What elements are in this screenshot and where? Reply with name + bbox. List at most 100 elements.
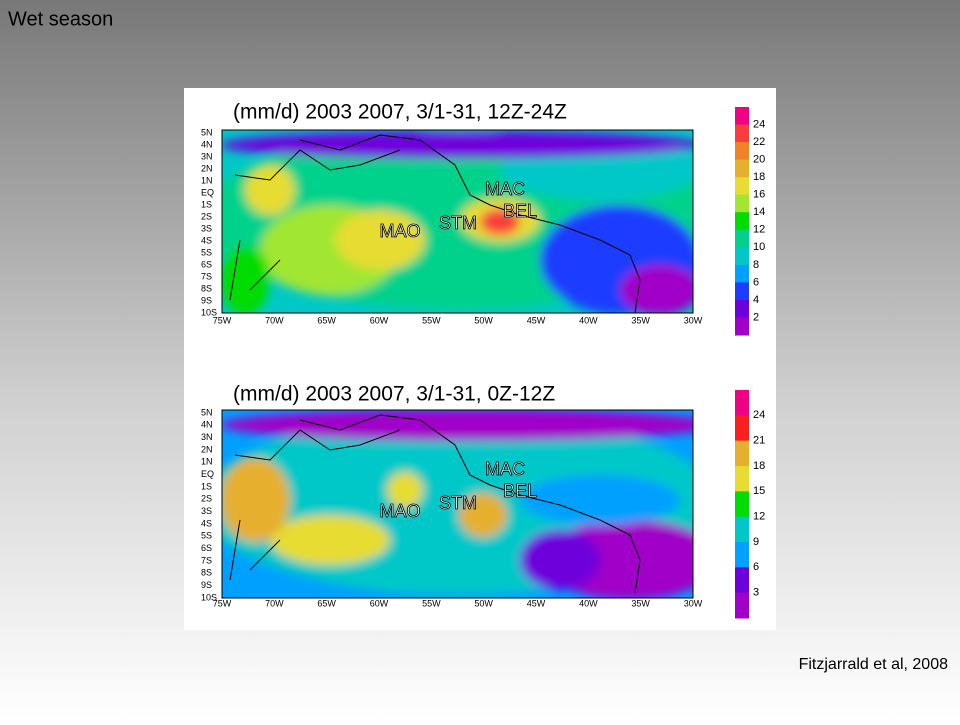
colorbar-label: 20 xyxy=(753,154,765,166)
place-label: STM xyxy=(439,213,477,233)
place-label: MAO xyxy=(379,221,420,241)
lon-label: 60W xyxy=(370,315,389,325)
lat-label: EQ xyxy=(201,469,214,479)
lat-label: 3N xyxy=(201,432,213,442)
coastline xyxy=(299,134,641,313)
lat-label: 5S xyxy=(201,531,212,541)
colorbar-label: 6 xyxy=(753,561,759,573)
colorbar-label: 18 xyxy=(753,171,765,183)
colorbar-box xyxy=(735,124,749,143)
colorbar-label: 18 xyxy=(753,460,765,472)
lat-label: 2N xyxy=(201,163,213,173)
place-label: BEL xyxy=(503,201,537,221)
lon-label: 70W xyxy=(265,598,284,608)
rain-area xyxy=(335,210,425,270)
lat-label: 6S xyxy=(201,259,212,269)
place-label: MAC xyxy=(485,459,525,479)
place-label: BEL xyxy=(503,481,537,501)
rain-area xyxy=(459,493,507,537)
rain-area xyxy=(387,472,423,508)
lat-label: 10S xyxy=(201,307,217,317)
lat-label: 8S xyxy=(201,568,212,578)
slide-title: Wet season xyxy=(8,8,113,30)
lon-label: 55W xyxy=(422,315,441,325)
lat-label: 4S xyxy=(201,518,212,528)
colorbar-box xyxy=(735,212,749,231)
panel-title: (mm/d) 2003 2007, 3/1-31, 12Z-24Z xyxy=(233,101,567,124)
place-label: MAO xyxy=(379,501,420,521)
lat-label: 4N xyxy=(201,139,213,149)
colorbar-label: 2 xyxy=(753,311,759,323)
lon-label: 40W xyxy=(579,315,598,325)
colorbar-label: 21 xyxy=(753,435,765,447)
lon-label: 50W xyxy=(474,315,493,325)
lon-label: 55W xyxy=(422,598,441,608)
lon-label: 65W xyxy=(317,315,336,325)
colorbar-label: 8 xyxy=(753,259,759,271)
lon-label: 50W xyxy=(474,598,493,608)
citation: Fitzjarrald et al, 2008 xyxy=(799,656,949,673)
colorbar-label: 24 xyxy=(753,118,765,130)
rain-area xyxy=(520,530,600,590)
lon-label: 30W xyxy=(684,598,703,608)
colorbar-label: 12 xyxy=(753,511,765,523)
colorbar-box xyxy=(735,440,749,467)
lon-label: 45W xyxy=(527,598,546,608)
lat-label: 1S xyxy=(201,199,212,209)
lat-label: 3S xyxy=(201,223,212,233)
lat-label: 5S xyxy=(201,247,212,257)
place-label: MAC xyxy=(485,179,525,199)
field xyxy=(222,410,693,598)
rain-area xyxy=(222,410,693,441)
colorbar-box xyxy=(735,229,749,248)
rain-area xyxy=(520,475,680,525)
colorbar-box xyxy=(735,194,749,213)
rain-area xyxy=(480,209,520,235)
rain-area xyxy=(620,265,693,313)
lon-label: 70W xyxy=(265,315,284,325)
lat-label: 7S xyxy=(201,555,212,565)
coastline xyxy=(299,414,641,594)
lon-label: 35W xyxy=(631,315,650,325)
colorbar-box xyxy=(735,177,749,196)
colorbar-label: 24 xyxy=(753,409,765,421)
lon-label: 75W xyxy=(213,598,232,608)
colorbar-box xyxy=(735,264,749,283)
map-frame xyxy=(221,129,694,314)
border xyxy=(229,149,401,301)
colorbar-box xyxy=(735,516,749,543)
colorbar-box xyxy=(735,159,749,178)
lon-label: 30W xyxy=(684,315,703,325)
lon-label: 45W xyxy=(527,315,546,325)
colorbar-box xyxy=(735,567,749,594)
rain-area xyxy=(222,131,693,159)
rain-area xyxy=(222,458,290,542)
colorbar-box xyxy=(735,592,749,619)
place-label: STM xyxy=(439,493,477,513)
rain-area xyxy=(270,515,390,565)
lat-label: 10S xyxy=(201,592,217,602)
map-frame xyxy=(221,409,694,599)
lat-label: 4N xyxy=(201,420,213,430)
lat-label: 2N xyxy=(201,444,213,454)
colorbar-box xyxy=(735,317,749,336)
colorbar-box xyxy=(735,299,749,318)
colorbar-label: 9 xyxy=(753,536,759,548)
lon-label: 65W xyxy=(317,598,336,608)
lat-label: 5N xyxy=(201,127,213,137)
lat-label: 4S xyxy=(201,235,212,245)
lat-label: 5N xyxy=(201,407,213,417)
colorbar-label: 22 xyxy=(753,136,765,148)
lat-label: 6S xyxy=(201,543,212,553)
colorbar-box xyxy=(735,390,749,416)
lat-label: 1N xyxy=(201,457,213,467)
colorbar-box xyxy=(735,247,749,266)
lat-label: 9S xyxy=(201,295,212,305)
colorbar-label: 12 xyxy=(753,224,765,236)
lat-label: 1S xyxy=(201,481,212,491)
colorbar-box xyxy=(735,107,749,126)
lat-label: 2S xyxy=(201,494,212,504)
colorbar-label: 10 xyxy=(753,241,765,253)
lat-label: 2S xyxy=(201,211,212,221)
panel-title: (mm/d) 2003 2007, 3/1-31, 0Z-12Z xyxy=(233,383,555,406)
